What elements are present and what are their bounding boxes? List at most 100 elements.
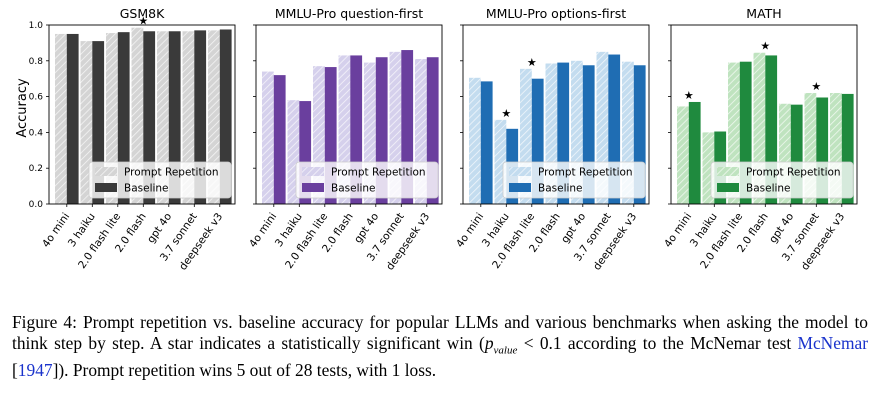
bar-prompt-repetition xyxy=(157,31,169,204)
legend-swatch-baseline xyxy=(95,183,117,192)
legend-label: Prompt Repetition xyxy=(538,167,633,179)
bar-baseline xyxy=(194,30,207,205)
legend: Prompt Repetition Baseline xyxy=(295,161,439,199)
significance-star: ★ xyxy=(811,80,821,93)
bar-prompt-repetition xyxy=(545,63,558,204)
bar-baseline xyxy=(219,29,232,204)
plot-frame xyxy=(255,24,443,205)
significance-star: ★ xyxy=(138,15,148,28)
bar-prompt-repetition xyxy=(469,77,481,204)
legend-box xyxy=(88,161,232,199)
legend-swatch-baseline xyxy=(509,183,531,192)
bar-baseline xyxy=(401,50,414,205)
significance-star: ★ xyxy=(501,107,511,120)
bar-baseline xyxy=(426,57,439,204)
bar-baseline xyxy=(531,78,544,204)
plot-frame xyxy=(48,24,236,205)
legend-label: Baseline xyxy=(331,183,376,195)
bar-baseline xyxy=(765,55,778,205)
y-tick-label: 0.6 xyxy=(29,93,44,103)
bar-prompt-repetition xyxy=(262,71,274,204)
bar-prompt-repetition xyxy=(596,51,609,204)
chart-title: MMLU-Pro question-first xyxy=(275,6,423,21)
bar-prompt-repetition xyxy=(389,51,402,204)
bar-prompt-repetition xyxy=(728,62,740,205)
bar-baseline xyxy=(557,62,570,205)
bar-prompt-repetition xyxy=(520,68,532,204)
plot-frame xyxy=(462,24,650,205)
legend-box xyxy=(502,161,646,199)
legend-label: Baseline xyxy=(538,183,583,195)
legend-label: Baseline xyxy=(746,183,791,195)
bar-prompt-repetition xyxy=(131,27,144,205)
bar-baseline xyxy=(143,31,156,204)
legend-label: Baseline xyxy=(124,183,169,195)
bar-prompt-repetition xyxy=(208,30,220,205)
bar-baseline xyxy=(375,57,388,204)
legend-swatch-prompt-repetition xyxy=(95,167,117,176)
legend-swatch-prompt-repetition xyxy=(717,167,739,176)
citation-link[interactable]: McNemar xyxy=(797,332,869,353)
y-tick-label: 0.4 xyxy=(29,128,44,138)
bar-baseline xyxy=(841,93,854,204)
bar-prompt-repetition xyxy=(55,33,67,205)
y-tick-label: 0.0 xyxy=(29,200,44,210)
bar-baseline xyxy=(66,33,79,205)
bar-prompt-repetition xyxy=(702,132,715,204)
legend: Prompt Repetition Baseline xyxy=(88,161,232,199)
legend-swatch-baseline xyxy=(717,183,739,192)
chart-title: MMLU-Pro options-first xyxy=(486,6,626,21)
bar-baseline xyxy=(480,81,493,204)
bar-baseline xyxy=(633,65,646,205)
bar-baseline xyxy=(582,65,595,205)
citation-year-link[interactable]: 1947 xyxy=(17,360,53,381)
bar-baseline xyxy=(608,54,621,204)
bar-baseline xyxy=(816,97,829,204)
significance-star: ★ xyxy=(760,40,770,53)
bar-prompt-repetition xyxy=(779,103,791,204)
legend-swatch-baseline xyxy=(302,183,324,192)
bar-prompt-repetition xyxy=(622,61,634,204)
significance-star: ★ xyxy=(527,56,537,69)
bar-prompt-repetition xyxy=(182,31,195,204)
legend-box xyxy=(295,161,439,199)
bar-baseline xyxy=(92,41,105,204)
caption-lead: Figure 4: Prompt repetition vs. baseline… xyxy=(12,312,868,353)
bar-prompt-repetition xyxy=(80,41,93,204)
p-value-math: pvalue < 0.1 xyxy=(484,332,562,356)
bar-prompt-repetition xyxy=(364,62,376,205)
bar-prompt-repetition xyxy=(830,93,842,204)
bar-baseline xyxy=(273,75,286,205)
significance-star: ★ xyxy=(684,89,694,102)
bar-baseline xyxy=(324,67,337,204)
chart-title: MATH xyxy=(746,6,781,21)
legend-swatch-prompt-repetition xyxy=(509,167,531,176)
bar-prompt-repetition xyxy=(106,33,118,205)
bar-baseline xyxy=(739,61,752,204)
legend-box xyxy=(710,161,854,199)
legend-swatch-prompt-repetition xyxy=(302,167,324,176)
bar-prompt-repetition xyxy=(415,59,427,205)
bar-prompt-repetition xyxy=(338,55,351,205)
y-axis-label: Accuracy xyxy=(15,78,30,138)
y-tick-label: 1.0 xyxy=(29,21,44,31)
y-tick-label: 0.8 xyxy=(29,57,44,67)
bar-prompt-repetition xyxy=(313,66,325,204)
legend-label: Prompt Repetition xyxy=(124,167,219,179)
legend-label: Prompt Repetition xyxy=(746,167,841,179)
bar-baseline xyxy=(688,101,701,204)
bar-baseline xyxy=(790,104,803,204)
y-tick-label: 0.2 xyxy=(29,164,43,174)
figure-caption: Figure 4: Prompt repetition vs. baseline… xyxy=(12,312,868,381)
caption-tail: ). Prompt repetition wins 5 out of 28 te… xyxy=(58,360,437,381)
legend: Prompt Repetition Baseline xyxy=(502,161,646,199)
bar-baseline xyxy=(117,32,130,204)
legend: Prompt Repetition Baseline xyxy=(710,161,854,199)
bar-prompt-repetition xyxy=(287,100,300,204)
bar-prompt-repetition xyxy=(677,106,689,204)
